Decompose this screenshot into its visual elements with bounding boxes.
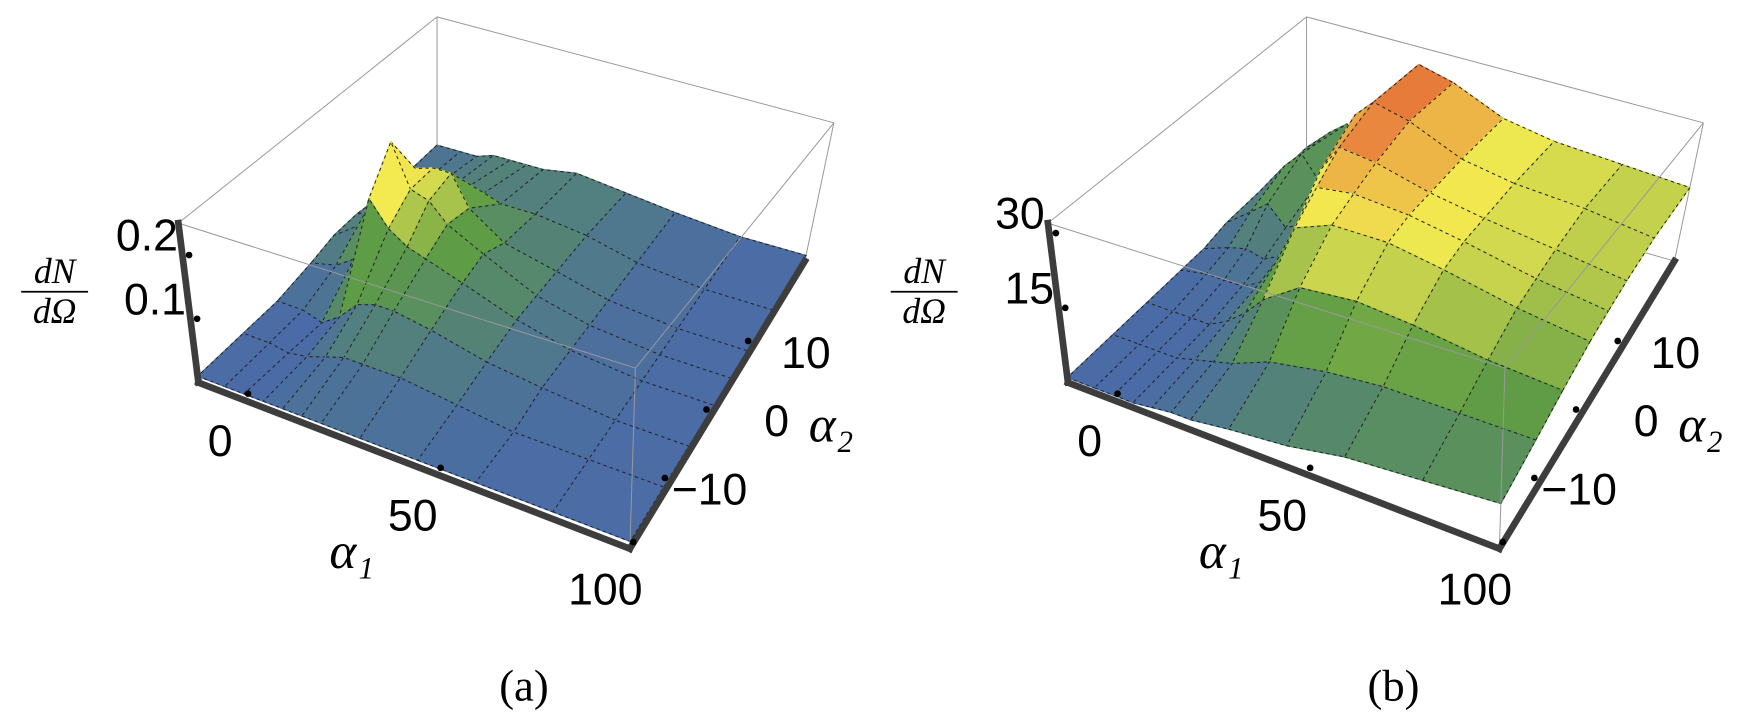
x-tick xyxy=(437,464,444,472)
caption: (b) xyxy=(1368,660,1420,710)
y-tick xyxy=(661,474,669,482)
y-tick xyxy=(744,337,752,345)
x-tick-label: 0 xyxy=(1077,417,1102,466)
box-edge xyxy=(1306,16,1704,124)
mesh-cell xyxy=(1180,247,1230,275)
mesh-cell xyxy=(334,195,375,267)
z-tick-label: 15 xyxy=(1005,264,1055,313)
x-tick-label: 100 xyxy=(568,565,642,614)
box-edge xyxy=(436,16,834,124)
x-axis-label: α₁ xyxy=(329,523,374,580)
x-axis xyxy=(1063,378,1504,553)
z-tick-label: 0.2 xyxy=(116,212,178,261)
mesh-cell xyxy=(446,207,506,255)
y-axis-label: α₂ xyxy=(1678,397,1723,454)
box-edge xyxy=(804,122,835,262)
mesh-cell xyxy=(428,172,470,226)
mesh-cell xyxy=(1343,386,1461,481)
mesh-cell xyxy=(1131,357,1197,409)
y-tick-label: 10 xyxy=(781,329,831,378)
z-tick-label: 0.1 xyxy=(124,275,186,324)
x-tick-label: 100 xyxy=(1438,565,1512,614)
x-tick-label: 0 xyxy=(208,417,233,466)
mesh-cell xyxy=(1157,317,1211,359)
box-edge xyxy=(1498,368,1506,549)
mesh-cell xyxy=(1320,101,1374,170)
mesh-cell xyxy=(387,188,430,248)
y-tick-label: 0 xyxy=(1634,397,1659,446)
y-tick xyxy=(1572,406,1580,413)
z-axis-label-denominator: dΩ xyxy=(902,291,946,331)
mesh-cell xyxy=(1240,254,1283,287)
x-tick xyxy=(1306,464,1314,472)
z-tick xyxy=(1052,229,1060,237)
mesh-cell xyxy=(503,213,588,273)
y-tick xyxy=(1531,474,1538,482)
x-tick xyxy=(1499,538,1507,546)
y-axis-label: α₂ xyxy=(809,397,854,454)
y-tick-label: 0 xyxy=(764,397,789,446)
box-edge xyxy=(629,368,636,549)
box-edge xyxy=(1673,122,1704,262)
mesh-cell xyxy=(1066,334,1141,389)
mesh-cell xyxy=(474,431,590,513)
box-edge xyxy=(635,122,835,369)
mesh-cell xyxy=(413,151,478,191)
z-axis-label-numerator: dN xyxy=(34,251,78,291)
y-axis xyxy=(1494,256,1680,554)
x-tick xyxy=(244,390,252,398)
box-edge xyxy=(1047,16,1307,224)
mesh-cell xyxy=(301,356,364,424)
z-axis-label-numerator: dN xyxy=(903,251,947,291)
x-tick xyxy=(629,538,637,546)
mesh-cell xyxy=(281,356,345,417)
z-axis xyxy=(1044,219,1072,387)
y-tick xyxy=(703,406,710,413)
z-tick xyxy=(185,251,193,259)
z-tick xyxy=(1061,304,1069,312)
z-tick xyxy=(193,315,201,323)
mesh-cell xyxy=(552,458,665,543)
mesh-cell xyxy=(1554,207,1655,282)
box-edge xyxy=(1504,122,1704,369)
z-tick-label: 30 xyxy=(995,190,1045,239)
box-edge xyxy=(178,16,438,224)
x-axis xyxy=(194,378,635,553)
z-axis xyxy=(174,219,203,387)
mesh-cell xyxy=(1421,412,1537,505)
box-edge xyxy=(1047,222,1506,369)
x-tick-label: 50 xyxy=(388,491,438,540)
y-tick xyxy=(1614,337,1622,345)
mesh-cell xyxy=(430,154,496,190)
y-axis xyxy=(625,256,810,554)
mesh-cell xyxy=(1583,163,1691,239)
mesh-cell xyxy=(1170,361,1234,421)
caption: (a) xyxy=(499,660,548,710)
y-tick-label: −10 xyxy=(672,466,748,515)
mesh-cell xyxy=(416,404,515,484)
box-edge xyxy=(178,222,636,369)
mesh-cell xyxy=(1227,361,1327,447)
y-tick-label: 10 xyxy=(1651,329,1701,378)
mesh-cell xyxy=(1535,248,1628,312)
x-axis-label: α₁ xyxy=(1199,523,1244,580)
x-tick xyxy=(1114,390,1121,398)
x-tick-label: 50 xyxy=(1257,491,1307,540)
y-tick-label: −10 xyxy=(1541,466,1617,515)
z-axis-label-denominator: dΩ xyxy=(33,291,77,331)
